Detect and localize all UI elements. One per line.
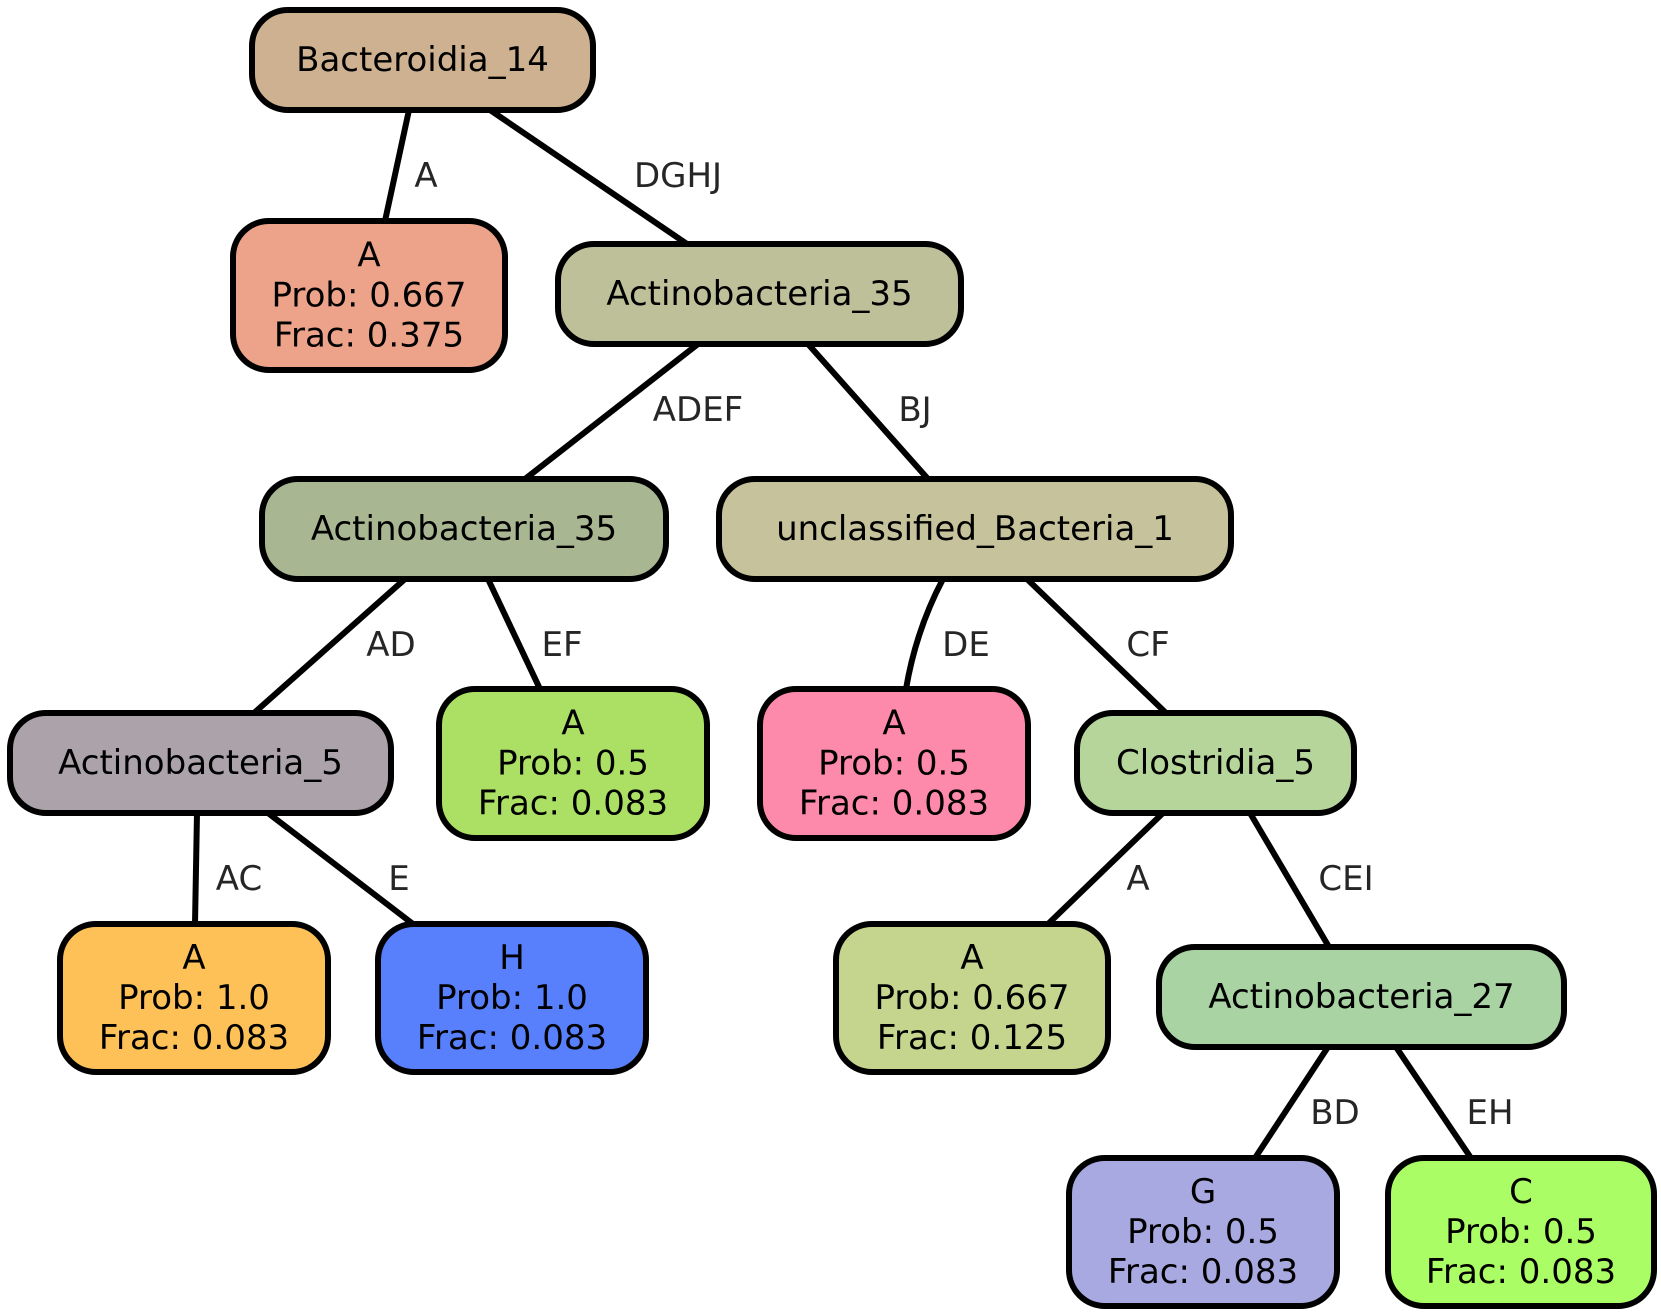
tree-node-n13: Actinobacteria_27 <box>1156 944 1567 1050</box>
node-box-n9 <box>1074 710 1357 816</box>
node-text-n10-line1: Prob: 1.0 <box>118 978 270 1018</box>
tree-node-n1: Bacteroidia_14 <box>249 7 596 113</box>
edge-n1-n3 <box>488 107 689 247</box>
edge-n13-n15 <box>1393 1045 1474 1160</box>
node-text-n10-line0: A <box>182 938 205 978</box>
node-text-n8-line0: A <box>882 704 905 744</box>
node-box-n3 <box>555 241 964 347</box>
node-text-n1-line0: Bacteroidia_14 <box>296 40 549 80</box>
node-box-n8 <box>757 686 1031 841</box>
edge-n3-n4 <box>523 341 700 482</box>
tree-node-n9: Clostridia_5 <box>1074 710 1357 816</box>
node-text-n10-line2: Frac: 0.083 <box>99 1018 289 1058</box>
node-text-n4-line0: Actinobacteria_35 <box>311 509 617 549</box>
edge-n6-n11 <box>266 810 415 927</box>
node-text-n2-line2: Frac: 0.375 <box>274 316 464 356</box>
node-box-n2 <box>230 218 508 373</box>
node-box-n1 <box>249 7 596 113</box>
edge-n5-n9 <box>1024 576 1169 716</box>
node-box-n4 <box>259 476 669 582</box>
node-text-n11-line0: H <box>499 938 525 978</box>
edge-label-n4-n7: EF <box>541 625 582 665</box>
edge-label-n6-n11: E <box>388 859 409 899</box>
edge-label-n6-n10: AC <box>216 859 262 899</box>
node-box-n10 <box>57 921 331 1075</box>
edge-n3-n5 <box>805 342 931 481</box>
node-text-n8-line1: Prob: 0.5 <box>818 744 970 784</box>
node-text-n2-line0: A <box>357 236 380 276</box>
edge-label-n5-n9: CF <box>1126 625 1169 665</box>
edge-label-n1-n3: DGHJ <box>634 156 722 196</box>
node-box-n15 <box>1385 1155 1657 1309</box>
edge-n4-n7 <box>485 577 543 691</box>
node-box-n7 <box>436 686 710 841</box>
edge-label-n9-n13: CEI <box>1318 859 1373 899</box>
node-text-n9-line0: Clostridia_5 <box>1116 743 1315 783</box>
edge-n13-n14 <box>1252 1045 1331 1160</box>
node-box-n5 <box>716 476 1234 582</box>
node-text-n14-line0: G <box>1190 1172 1216 1212</box>
tree-node-n3: Actinobacteria_35 <box>555 241 964 347</box>
node-text-n5-line0: unclassified_Bacteria_1 <box>776 509 1174 549</box>
node-text-n2-line1: Prob: 0.667 <box>271 276 466 316</box>
node-text-n7-line1: Prob: 0.5 <box>497 744 649 784</box>
edge-label-n5-n8: DE <box>942 625 990 665</box>
node-text-n11-line1: Prob: 1.0 <box>436 978 588 1018</box>
node-text-n12-line0: A <box>960 938 983 978</box>
edge-n9-n12 <box>1045 810 1166 927</box>
edge-label-n4-n6: AD <box>366 625 415 665</box>
node-box-n6 <box>7 710 394 816</box>
edge-n4-n6 <box>252 576 407 716</box>
node-text-n14-line2: Frac: 0.083 <box>1108 1252 1298 1292</box>
edge-label-n9-n12: A <box>1126 859 1149 899</box>
tree-node-n6: Actinobacteria_5 <box>7 710 394 816</box>
node-text-n6-line0: Actinobacteria_5 <box>58 743 343 783</box>
edge-n5-n8 <box>903 577 946 690</box>
edge-label-n3-n5: BJ <box>898 390 931 430</box>
edge-label-n13-n15: EH <box>1466 1093 1513 1133</box>
node-text-n12-line1: Prob: 0.667 <box>874 978 1069 1018</box>
edge-label-n13-n14: BD <box>1310 1093 1360 1133</box>
node-box-n11 <box>375 921 649 1075</box>
edge-n9-n13 <box>1247 811 1332 949</box>
node-box-n12 <box>833 921 1111 1075</box>
edge-label-n1-n2: A <box>414 156 437 196</box>
node-text-n7-line0: A <box>561 704 584 744</box>
tree-node-n5: unclassified_Bacteria_1 <box>716 476 1234 582</box>
edge-n1-n2 <box>382 109 412 222</box>
node-text-n15-line1: Prob: 0.5 <box>1445 1212 1597 1252</box>
node-text-n15-line2: Frac: 0.083 <box>1426 1252 1616 1292</box>
tree-node-n4: Actinobacteria_35 <box>259 476 669 582</box>
node-text-n3-line0: Actinobacteria_35 <box>606 274 912 314</box>
node-text-n14-line1: Prob: 0.5 <box>1127 1212 1279 1252</box>
edge-label-n3-n4: ADEF <box>653 390 743 430</box>
node-text-n11-line2: Frac: 0.083 <box>417 1018 607 1058</box>
node-text-n8-line2: Frac: 0.083 <box>799 784 989 824</box>
node-text-n7-line2: Frac: 0.083 <box>478 784 668 824</box>
node-text-n12-line2: Frac: 0.125 <box>877 1018 1067 1058</box>
node-box-n14 <box>1066 1155 1340 1309</box>
edge-n6-n10 <box>192 812 200 925</box>
node-text-n15-line0: C <box>1509 1172 1533 1212</box>
node-text-n13-line0: Actinobacteria_27 <box>1208 977 1514 1017</box>
node-box-n13 <box>1156 944 1567 1050</box>
